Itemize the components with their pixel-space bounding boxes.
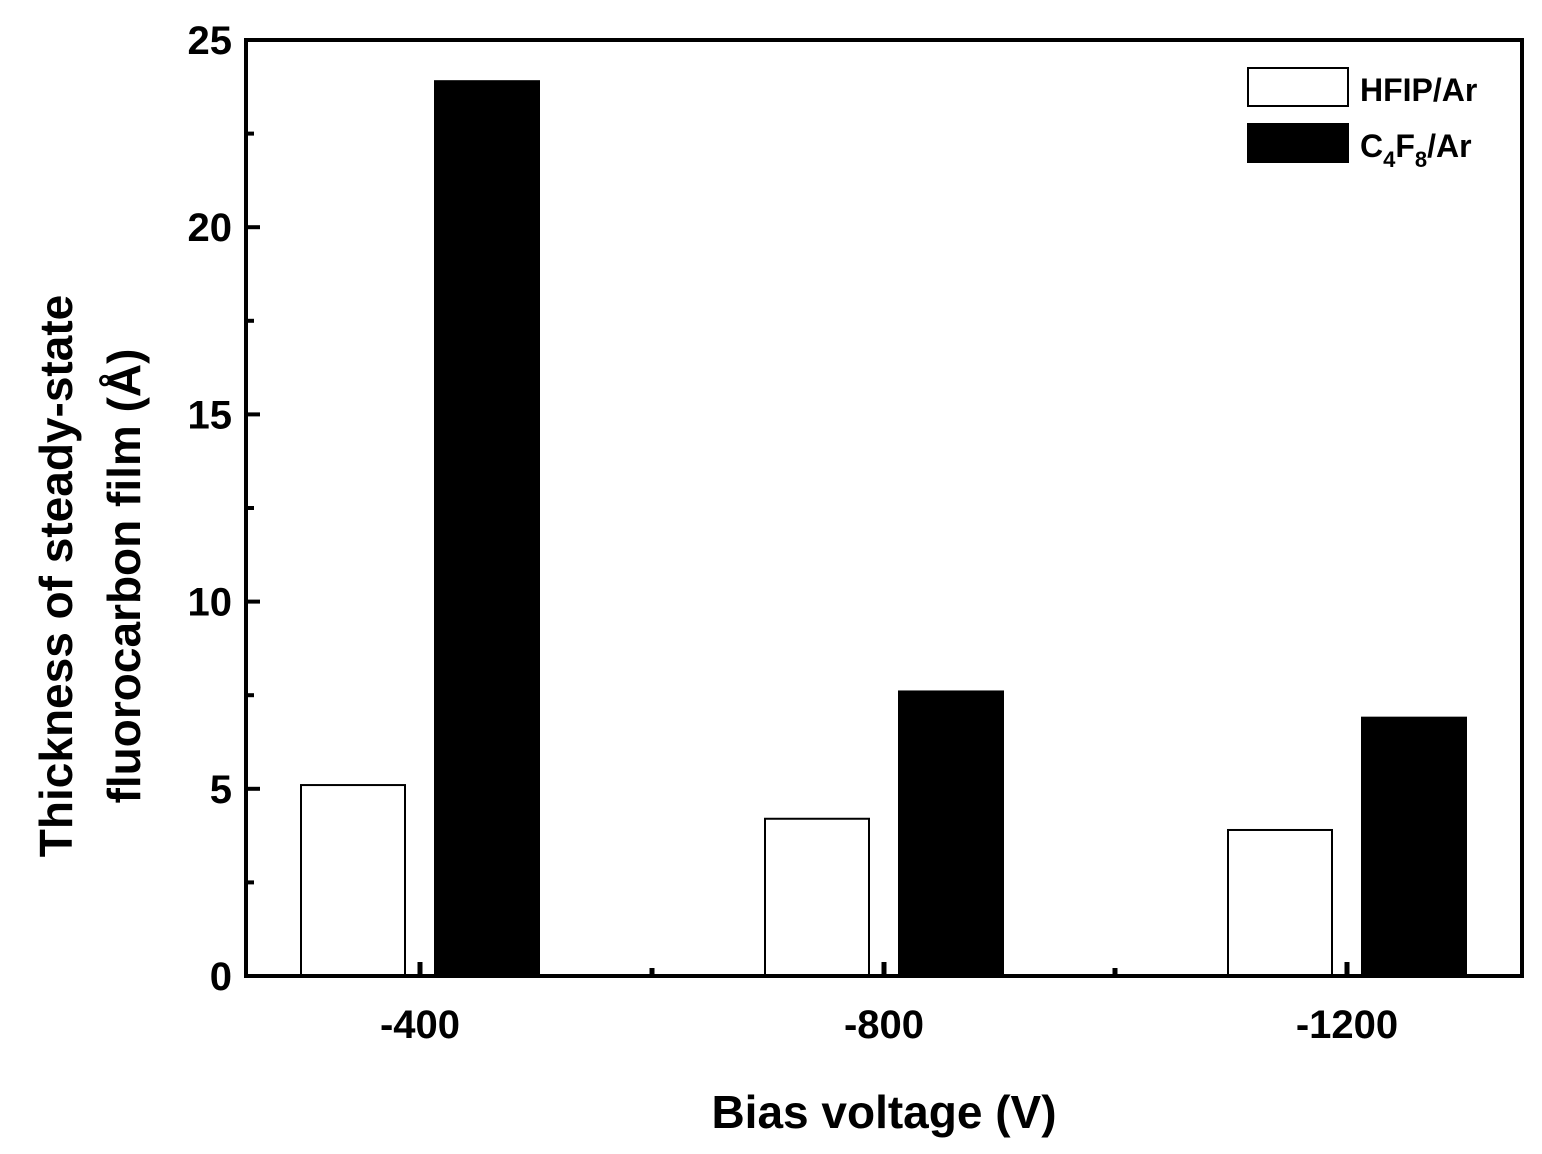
bar-c4f8-neg400 — [434, 80, 540, 977]
y-tick-label: 20 — [188, 206, 233, 250]
bar-c4f8-neg1200 — [1361, 716, 1467, 977]
legend-swatch-hfip — [1247, 67, 1349, 107]
y-tick-label: 25 — [188, 19, 233, 63]
y-tick-label: 15 — [188, 393, 233, 437]
bar-c4f8-neg800 — [898, 690, 1004, 977]
y-tick-label: 10 — [188, 581, 233, 625]
x-tick-label: -800 — [844, 1003, 924, 1047]
legend-label-c4f8-part-3: F — [1395, 128, 1415, 164]
bars-layer — [300, 80, 1467, 978]
x-tick-label: -400 — [380, 1003, 460, 1047]
y-axis-title-line-2: fluorocarbon film (Å) — [98, 349, 150, 804]
y-axis-title: Thickness of steady-state fluorocarbon f… — [30, 295, 150, 857]
x-tick-label: -1200 — [1296, 1003, 1398, 1047]
legend-label-c4f8-part-2: 4 — [1383, 147, 1396, 172]
legend-label-c4f8-part-1: C — [1360, 128, 1383, 164]
bar-hfip-neg1200 — [1227, 828, 1333, 978]
y-axis-title-line-1: Thickness of steady-state — [30, 295, 82, 857]
x-axis-title: Bias voltage (V) — [711, 1086, 1056, 1138]
x-ticks-layer: -400 -800 -1200 — [380, 962, 1398, 1047]
y-tick-label: 0 — [210, 955, 232, 999]
legend-swatch-c4f8 — [1247, 123, 1349, 163]
y-tick-label: 5 — [210, 768, 232, 812]
legend: HFIP/Ar C4F8/Ar — [1247, 67, 1477, 172]
bar-hfip-neg400 — [300, 784, 406, 978]
legend-label-c4f8-part-4: 8 — [1415, 147, 1427, 172]
legend-label-c4f8: C4F8/Ar — [1360, 128, 1472, 172]
legend-label-hfip: HFIP/Ar — [1360, 72, 1477, 108]
y-ticks-layer: 0 5 10 15 20 25 — [188, 19, 260, 999]
legend-label-c4f8-part-5: /Ar — [1427, 128, 1471, 164]
bar-hfip-neg800 — [764, 817, 870, 978]
